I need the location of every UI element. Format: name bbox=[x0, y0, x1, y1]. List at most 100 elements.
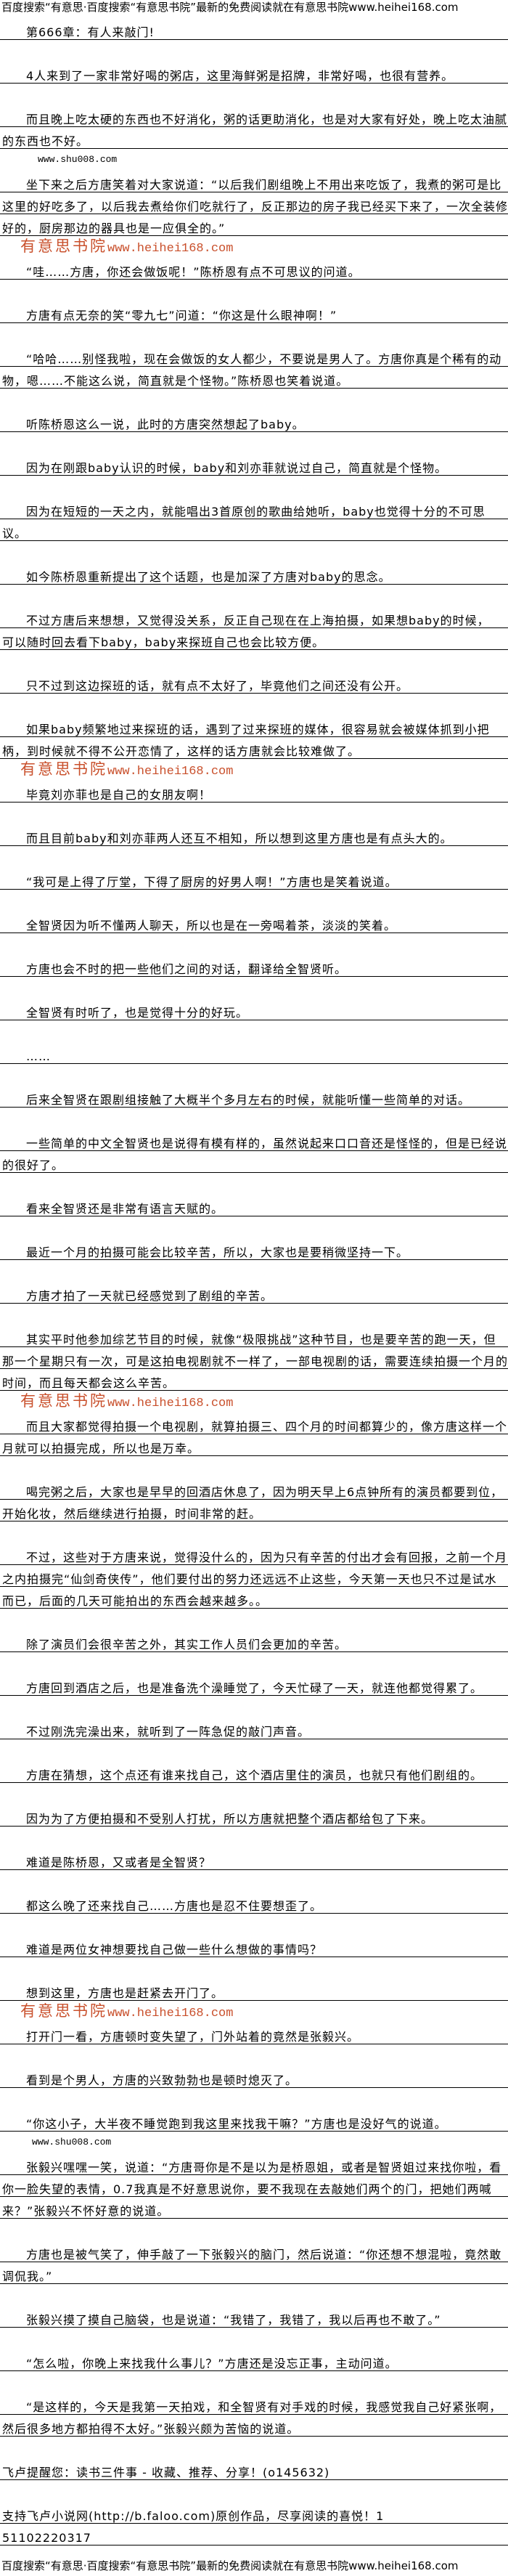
paragraph-line: 不过，这些对于方唐来说，觉得没什么的，因为只有辛苦的付出才会有回报，之前一个月 bbox=[0, 1543, 508, 1565]
paragraph-line: “哇……方唐，你还会做饭呢！”陈桥恩有点不可思议的问道。 bbox=[0, 258, 508, 280]
paragraph-line: 然后很多地方都拍得不太好。”张毅兴颇为苦恼的说道。 bbox=[0, 2415, 508, 2437]
notice-line: 支持飞卢小说网(http://b.faloo.com)原创作品，尽享阅读的喜悦！… bbox=[0, 2502, 508, 2524]
paragraph-spacer bbox=[0, 694, 508, 715]
paragraph-line: 难道是陈桥恩，又或者是全智贤？ bbox=[0, 1848, 508, 1870]
paragraph-line: 方唐也是被气笑了，伸手敲了一下张毅兴的脑门，然后说道：“你还想不想混啦，竟然敢 bbox=[0, 2240, 508, 2262]
paragraph-line: 一些简单的中文全智贤也是说得有模有样的，虽然说起来口口音还是怪怪的，但是已经说 bbox=[0, 1129, 508, 1151]
paragraph-line: 全智贤因为听不懂两人聊天，所以也是在一旁喝着茶，淡淡的笑着。 bbox=[0, 911, 508, 933]
paragraph-spacer bbox=[0, 1260, 508, 1282]
paragraph-line: 不过刚洗完澡出来，就听到了一阵急促的敲门声音。 bbox=[0, 1718, 508, 1739]
paragraph-spacer bbox=[0, 1216, 508, 1238]
paragraph-line: 好的，厨房那边的器具也是一应俱全的。” bbox=[0, 214, 508, 236]
paragraph-spacer bbox=[0, 1696, 508, 1718]
paragraph-line: 可以随时回去看下baby，baby来探班自己也会比较方便。 bbox=[0, 628, 508, 650]
paragraph-line: 只不过到这边探班的话，就有点不太好了，毕竟他们之间还没有公开。 bbox=[0, 672, 508, 694]
paragraph-spacer bbox=[0, 323, 508, 345]
paragraph-spacer bbox=[0, 1108, 508, 1129]
paragraph-line: 时间，而且每天都会这么辛苦。 bbox=[0, 1369, 508, 1391]
paragraph-line: 其实平时他参加综艺节目的时候，就像“极限挑战”这种节目，也是要辛苦的跑一天，但 bbox=[0, 1325, 508, 1347]
paragraph-spacer bbox=[0, 1957, 508, 1979]
paragraph-line: 物，嗯……不能这么说，简直就是个怪物。”陈桥恩也笑着说道。 bbox=[0, 367, 508, 389]
paragraph-line: 开始化妆，然后继续进行拍摄，时间非常的赶。 bbox=[0, 1500, 508, 1521]
paragraph-spacer bbox=[0, 1870, 508, 1892]
paragraph-line: 这里的好吃多了，以后我去煮给你们吃就行了，反正那边的房子我已经买下来了，一次全装… bbox=[0, 192, 508, 214]
paragraph-line: 因为在短短的一天之内，就能唱出3首原创的歌曲给她听，baby也觉得十分的不可思 bbox=[0, 497, 508, 519]
paragraph-line: 而且晚上吃太硬的东西也不好消化，粥的话更助消化，也是对大家有好处，晚上吃太油腻 bbox=[0, 105, 508, 127]
paragraph-spacer bbox=[0, 1020, 508, 1042]
paragraph-line: 张毅兴摸了摸自己脑袋，也是说道：“我错了，我错了，我以后再也不敢了。” bbox=[0, 2306, 508, 2328]
paragraph-line: 的东西也不好。 bbox=[0, 127, 508, 149]
paragraph-spacer bbox=[0, 1304, 508, 1325]
paragraph-spacer bbox=[0, 1652, 508, 1674]
paragraph-spacer bbox=[0, 2437, 508, 2458]
paragraph-spacer bbox=[0, 650, 508, 672]
paragraph-line: 议。 bbox=[0, 519, 508, 541]
paragraph-line: 而已，后面的几天可能拍出的东西会越来越多。。 bbox=[0, 1587, 508, 1609]
paragraph-spacer bbox=[0, 2284, 508, 2306]
paragraph-spacer bbox=[0, 2088, 508, 2110]
paragraph-spacer bbox=[0, 389, 508, 410]
paragraph-line: 如果baby频繁地过来探班的话，遇到了过来探班的媒体，很容易就会被媒体抓到小把 bbox=[0, 715, 508, 737]
paragraph-line: 调侃我。” bbox=[0, 2262, 508, 2284]
paragraph-spacer bbox=[0, 1827, 508, 1848]
paragraph-line: 4人来到了一家非常好喝的粥店，这里海鲜粥是招牌，非常好喝，也很有营养。 bbox=[0, 62, 508, 84]
paragraph-spacer bbox=[0, 585, 508, 606]
paragraph-line: “你这小子，大半夜不睡觉跑到我这里来找我干嘛？”方唐也是没好气的说道。 bbox=[0, 2110, 508, 2132]
chapter-title: 第666章：有人来敲门! bbox=[0, 18, 508, 40]
paragraph-line: 来？”张毅兴不怀好意的说道。 bbox=[0, 2197, 508, 2219]
paragraph-line: “我可是上得了厅堂，下得了厨房的好男人啊！”方唐也是笑着说道。 bbox=[0, 868, 508, 890]
paragraph-spacer bbox=[0, 1521, 508, 1543]
paragraph-line: 方唐在猜想，这个点还有谁来找自己，这个酒店里住的演员，也就只有他们剧组的。 bbox=[0, 1761, 508, 1783]
paragraph-line: …… bbox=[0, 1042, 508, 1064]
paragraph-line: 想到这里，方唐也是赶紧去开门了。 bbox=[0, 1979, 508, 2001]
notice-line: 51102220317 bbox=[0, 2524, 508, 2545]
paragraph-spacer bbox=[0, 2044, 508, 2066]
paragraph-spacer bbox=[0, 1609, 508, 1630]
paragraph-line: 而且大家都觉得拍摄一个电视剧，就算拍摄三、四个月的时间都算少的，像方唐这样一个 bbox=[0, 1413, 508, 1434]
paragraph-spacer bbox=[0, 2219, 508, 2240]
paragraph-line: 月就可以拍摄完成，所以也是万幸。 bbox=[0, 1434, 508, 1456]
paragraph-line: 方唐回到酒店之后，也是准备洗个澡睡觉了，今天忙碌了一天，就连他都觉得累了。 bbox=[0, 1674, 508, 1696]
paragraph-line: 全智贤有时听了，也是觉得十分的好玩。 bbox=[0, 999, 508, 1020]
paragraph-spacer bbox=[0, 1456, 508, 1478]
paragraph-spacer bbox=[0, 40, 508, 62]
paragraph-line: 方唐有点无奈的笑“零九七”问道：“你这是什么眼神啊！” bbox=[0, 301, 508, 323]
paragraph-line: 因为在刚跟baby认识的时候，baby和刘亦菲就说过自己，简直就是个怪物。 bbox=[0, 454, 508, 476]
site-footer-banner: 百度搜索“有意思·百度搜索“有意思书院”最新的免费阅读就在有意思书院www.he… bbox=[1, 2559, 459, 2572]
paragraph-line: 不过方唐后来想想，又觉得没关系，反正自己现在在上海拍摄，如果想baby的时候， bbox=[0, 606, 508, 628]
paragraph-line: 毕竟刘亦菲也是自己的女朋友啊！ bbox=[0, 781, 508, 803]
paragraph-line: 最近一个月的拍摄可能会比较辛苦，所以，大家也是要稍微坚持一下。 bbox=[0, 1238, 508, 1260]
paragraph-spacer bbox=[0, 1391, 508, 1413]
paragraph-line: 的很好了。 bbox=[0, 1151, 508, 1173]
paragraph-spacer bbox=[0, 1739, 508, 1761]
paragraph-spacer bbox=[0, 280, 508, 301]
paragraph-line: 如今陈桥恩重新提出了这个话题，也是加深了方唐对baby的思念。 bbox=[0, 563, 508, 585]
notice-line: 飞卢提醒您：读书三件事 - 收藏、推荐、分享！(o145632) bbox=[0, 2458, 508, 2480]
paragraph-spacer bbox=[0, 890, 508, 911]
paragraph-spacer bbox=[0, 84, 508, 105]
paragraph-spacer bbox=[0, 2480, 508, 2502]
paragraph-spacer bbox=[0, 933, 508, 955]
paragraph-spacer bbox=[0, 1914, 508, 1935]
paragraph-spacer bbox=[0, 2001, 508, 2023]
paragraph-line: 后来全智贤在跟剧组接触了大概半个多月左右的时候，就能听懂一些简单的对话。 bbox=[0, 1086, 508, 1108]
paragraph-line: 方唐才拍了一天就已经感觉到了剧组的辛苦。 bbox=[0, 1282, 508, 1304]
shu008-watermark: www.shu008.com bbox=[38, 154, 118, 165]
paragraph-line: 那一个星期只有一次，可是这拍电视剧就不一样了，一部电视剧的话，需要连续拍摄一个月… bbox=[0, 1347, 508, 1369]
paragraph-line: 都这么晚了还来找自己……方唐也是忍不住要想歪了。 bbox=[0, 1892, 508, 1914]
paragraph-spacer bbox=[0, 1173, 508, 1195]
paragraph-spacer bbox=[0, 432, 508, 454]
paragraph-line: “是这样的，今天是我第一天拍戏，和全智贤有对手戏的时候，我感觉我自己好紧张啊， bbox=[0, 2393, 508, 2415]
paragraph-line: 看到是个男人，方唐的兴致勃勃也是顿时熄灭了。 bbox=[0, 2066, 508, 2088]
paragraph-spacer bbox=[0, 236, 508, 258]
paragraph-spacer bbox=[0, 541, 508, 563]
paragraph-line: 除了演员们会很辛苦之外，其实工作人员们会更加的辛苦。 bbox=[0, 1630, 508, 1652]
paragraph-spacer bbox=[0, 1064, 508, 1086]
paragraph-line: 之内拍摄完“仙剑奇侠传”，他们要付出的努力还远远不止这些，今天第一天也只不过是试… bbox=[0, 1565, 508, 1587]
paragraph-line: 难道是两位女神想要找自己做一些什么想做的事情吗？ bbox=[0, 1935, 508, 1957]
shu008-watermark: www.shu008.com bbox=[32, 2137, 112, 2148]
paragraph-line: “怎么啦，你晚上来找我什么事儿？”方唐还是没忘正事，主动问道。 bbox=[0, 2349, 508, 2371]
paragraph-line: 你一脸失望的表情，0.7我真是不好意思说你，要不我现在去敲她们两个的门，把她们两… bbox=[0, 2175, 508, 2197]
paragraph-spacer bbox=[0, 476, 508, 497]
paragraph-line: 喝完粥之后，大家也是早早的回酒店休息了，因为明天早上6点钟所有的演员都要到位， bbox=[0, 1478, 508, 1500]
